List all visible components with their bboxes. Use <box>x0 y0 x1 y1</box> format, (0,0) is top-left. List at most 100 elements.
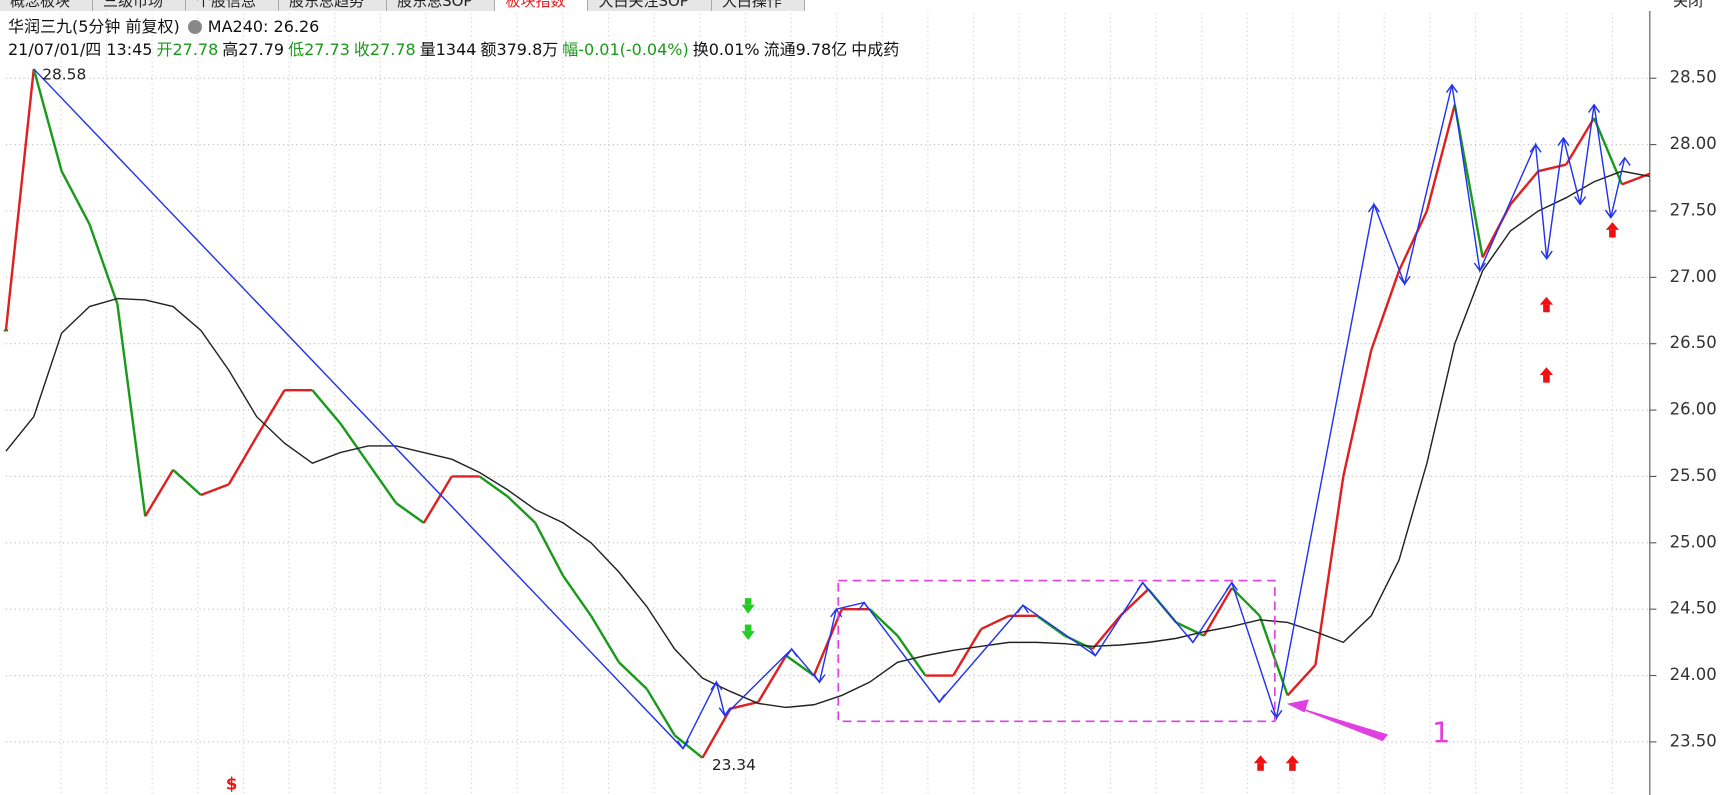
zigzag-arrow <box>933 693 946 704</box>
candle <box>478 475 509 498</box>
candle <box>1119 588 1150 617</box>
candle <box>673 734 704 759</box>
zigzag-arrow <box>1574 196 1587 206</box>
tab[interactable]: 概念板块 <box>0 0 94 11</box>
info-item: 开27.78 <box>156 40 219 59</box>
pointer-label: 1 <box>1432 716 1450 750</box>
candle <box>1370 270 1401 351</box>
down-arrows <box>741 598 755 640</box>
candle <box>785 654 815 677</box>
up-arrow <box>1253 755 1268 764</box>
info-item: 量1344 <box>419 40 477 59</box>
zigzag-arrow <box>1136 581 1149 591</box>
zigzag-arrow <box>1529 143 1542 153</box>
info-item: 流通9.78亿 <box>763 40 848 59</box>
y-tick-label: 28.00 <box>1670 134 1717 153</box>
info-item: 21/07/01/四 13:45 <box>8 40 153 59</box>
zigzag-arrow <box>785 647 798 658</box>
zigzag-arrow <box>813 674 826 684</box>
ma-icon[interactable] <box>187 20 202 34</box>
y-tick-label: 26.00 <box>1670 400 1717 419</box>
y-tick-label: 28.50 <box>1670 68 1717 87</box>
y-tick-label: 26.50 <box>1670 333 1717 352</box>
close-tab[interactable]: 关闭 <box>1672 0 1703 10</box>
tab[interactable]: 股东总趋势 <box>279 0 388 11</box>
tab[interactable]: 板块指数 <box>495 0 589 11</box>
info-line: 21/07/01/四 13:45 开27.78 高27.79 低27.73 收27.78… <box>8 36 903 60</box>
up-arrow <box>1539 296 1554 305</box>
candle <box>1397 210 1429 272</box>
info-item: 幅-0.01(-0.04%) <box>562 40 689 59</box>
tab[interactable]: 股东总SOP <box>387 0 496 11</box>
zigzag-arrow <box>1186 634 1199 644</box>
candle <box>701 708 732 759</box>
up-arrow <box>1543 374 1550 383</box>
candle <box>88 223 119 305</box>
y-tick-label: 23.50 <box>1670 731 1717 750</box>
up-arrow <box>1257 763 1264 771</box>
candle <box>144 469 175 517</box>
stock-title: 华润三九(5分钟 前复权) <box>8 17 180 36</box>
zigzag-arrow <box>858 601 871 611</box>
tab[interactable]: 大白操作 <box>711 0 805 11</box>
up-arrow <box>1539 367 1554 375</box>
high-label: 28.58 <box>42 65 86 83</box>
candle <box>534 522 565 577</box>
up-arrow <box>1605 222 1620 230</box>
down-arrow <box>741 604 755 614</box>
info-item: 中成药 <box>851 40 900 59</box>
signal-mark: $ <box>226 775 237 794</box>
candle <box>618 661 648 690</box>
candle <box>1342 350 1373 477</box>
candle <box>868 608 899 637</box>
tab[interactable]: 大白关注SOP <box>588 0 712 11</box>
zigzag-arrow <box>1604 209 1617 219</box>
range-box <box>837 579 1276 723</box>
up-arrow <box>1289 763 1296 771</box>
zigzag-arrow <box>1445 83 1459 93</box>
y-tick-label: 24.50 <box>1670 599 1717 618</box>
info-item: 高27.79 <box>222 40 285 59</box>
candle <box>422 475 453 524</box>
zigzag-arrow <box>1557 136 1570 147</box>
candle <box>395 502 425 524</box>
zigzag-arrow <box>1587 103 1601 113</box>
candle <box>1091 615 1122 650</box>
zigzag-arrow <box>1016 603 1029 614</box>
tab-bar: 概念板块 三级市场 个股信息 股东总趋势 股东总SOP 板块指数 大白关注SOP 大白操作 关闭 <box>0 0 1725 11</box>
zigzag-arrow <box>1367 203 1381 213</box>
candle <box>757 655 788 703</box>
down-arrow <box>741 631 755 640</box>
zigzag-arrow <box>1089 647 1102 657</box>
candle <box>32 68 63 172</box>
y-tick-label: 27.50 <box>1670 200 1717 219</box>
candle <box>1231 587 1261 617</box>
y-tick-label: 25.50 <box>1670 466 1717 485</box>
up-arrow <box>1543 304 1550 313</box>
candle <box>562 575 593 617</box>
zigzag-arrow <box>1540 250 1553 260</box>
zigzag-arrow <box>1473 262 1486 272</box>
info-item: 换0.01% <box>692 40 760 59</box>
candle <box>200 483 230 497</box>
info-item: 低27.73 <box>288 40 350 59</box>
up-arrows <box>1253 222 1620 771</box>
candle <box>1538 163 1567 173</box>
candle <box>645 688 676 736</box>
candle <box>730 700 759 710</box>
y-tick-label: 27.00 <box>1670 267 1717 286</box>
tab[interactable]: 个股信息 <box>186 0 280 11</box>
candle <box>1286 664 1317 697</box>
pointer-arrow <box>1286 703 1389 742</box>
tab[interactable]: 三级市场 <box>93 0 187 11</box>
info-item: 额379.8万 <box>480 40 559 59</box>
info-item: 收27.78 <box>353 40 416 59</box>
candle <box>506 495 537 524</box>
zigzag-arrow <box>1618 156 1631 166</box>
down-arrow <box>744 624 752 632</box>
candle <box>172 468 202 496</box>
y-tick-label: 25.00 <box>1670 532 1717 551</box>
zigzag-arrow <box>830 607 843 618</box>
